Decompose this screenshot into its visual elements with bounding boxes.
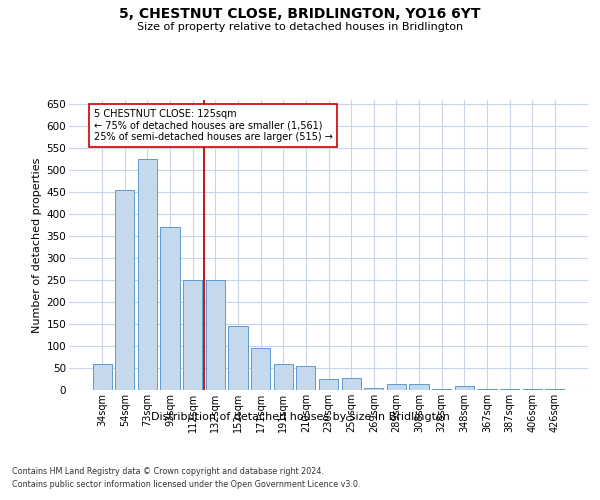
Bar xyxy=(251,348,270,390)
Bar xyxy=(500,388,519,390)
Bar xyxy=(160,228,180,390)
Bar xyxy=(296,366,316,390)
Bar xyxy=(138,160,157,390)
Bar xyxy=(206,280,225,390)
Text: Size of property relative to detached houses in Bridlington: Size of property relative to detached ho… xyxy=(137,22,463,32)
Bar xyxy=(523,388,542,390)
Bar xyxy=(455,386,474,390)
Bar xyxy=(545,388,565,390)
Bar xyxy=(92,364,112,390)
Bar xyxy=(115,190,134,390)
Text: Contains public sector information licensed under the Open Government Licence v3: Contains public sector information licen… xyxy=(12,480,361,489)
Text: Contains HM Land Registry data © Crown copyright and database right 2024.: Contains HM Land Registry data © Crown c… xyxy=(12,468,324,476)
Text: Distribution of detached houses by size in Bridlington: Distribution of detached houses by size … xyxy=(151,412,449,422)
Bar xyxy=(409,384,428,390)
Bar xyxy=(319,379,338,390)
Text: 5, CHESTNUT CLOSE, BRIDLINGTON, YO16 6YT: 5, CHESTNUT CLOSE, BRIDLINGTON, YO16 6YT xyxy=(119,8,481,22)
Bar xyxy=(387,384,406,390)
Bar xyxy=(341,378,361,390)
Text: 5 CHESTNUT CLOSE: 125sqm
← 75% of detached houses are smaller (1,561)
25% of sem: 5 CHESTNUT CLOSE: 125sqm ← 75% of detach… xyxy=(94,109,332,142)
Y-axis label: Number of detached properties: Number of detached properties xyxy=(32,158,43,332)
Bar xyxy=(183,280,202,390)
Bar xyxy=(364,388,383,390)
Bar xyxy=(229,326,248,390)
Bar xyxy=(477,388,497,390)
Bar xyxy=(274,364,293,390)
Bar xyxy=(432,388,451,390)
